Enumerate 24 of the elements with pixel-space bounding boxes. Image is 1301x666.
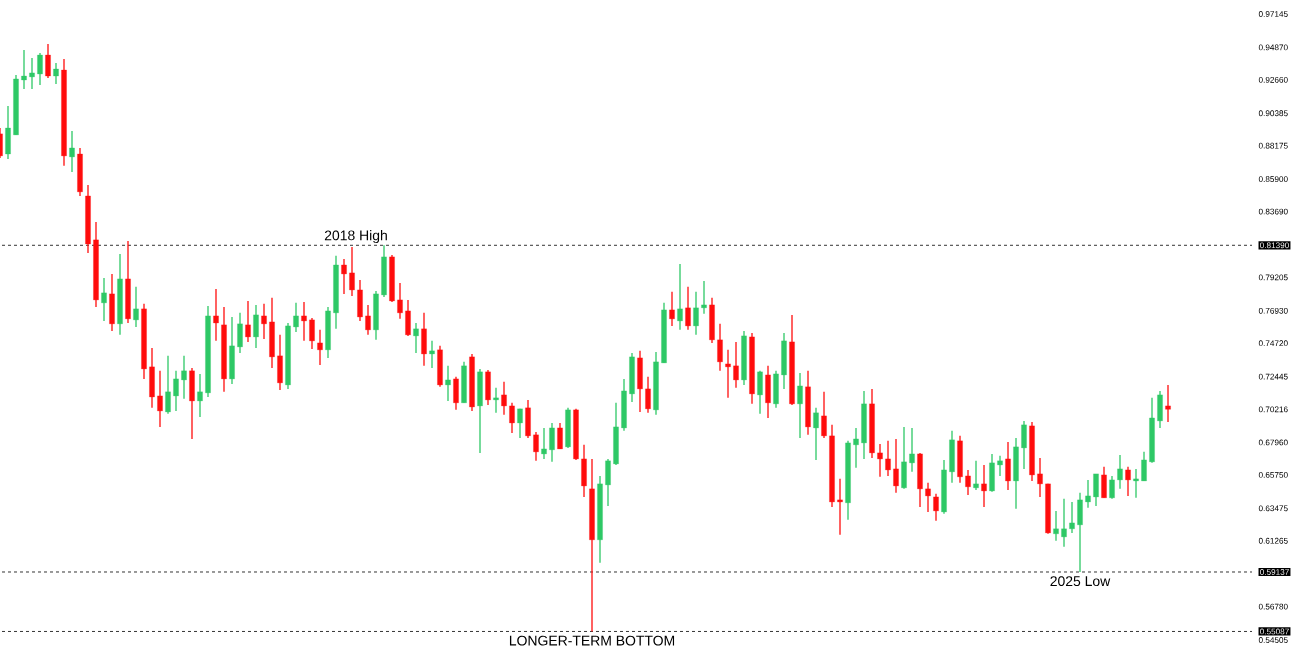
y-tick-label: 0.70216 [1258,406,1288,413]
y-tick-label: 0.65750 [1258,472,1288,478]
y-tick-label: 0.63475 [1258,505,1288,512]
y-tick-label: 0.97145 [1258,11,1288,17]
y-tick-label: 0.76930 [1258,307,1288,314]
y-tick-label: 0.92660 [1258,76,1288,83]
y-tick-label: 0.85900 [1258,176,1288,182]
y-tick-label: 0.61265 [1258,537,1288,544]
ref-line-label: 2018 High [324,230,387,244]
y-tick-label: 0.74720 [1258,340,1288,347]
ref-line-label: 2025 Low [1050,576,1111,587]
ref-line-label: LONGER-TERM BOTTOM [509,635,675,646]
y-tick-label: 0.56780 [1258,603,1288,610]
y-tick-label: 0.55087 [1260,628,1289,635]
y-tick-label: 0.67960 [1258,439,1288,446]
y-tick-label: 0.54505 [1258,637,1288,643]
y-tick-label: 0.90385 [1258,110,1288,117]
y-tick-label: 0.81390 [1260,242,1289,249]
y-tick-label: 0.88175 [1258,142,1288,149]
y-tick-label: 0.83690 [1258,208,1288,215]
y-tick-label: 0.94870 [1258,44,1288,51]
y-tick-label: 0.79205 [1258,274,1288,281]
y-tick-label: 0.72445 [1258,373,1288,380]
y-tick-label: 0.59137 [1260,569,1289,575]
